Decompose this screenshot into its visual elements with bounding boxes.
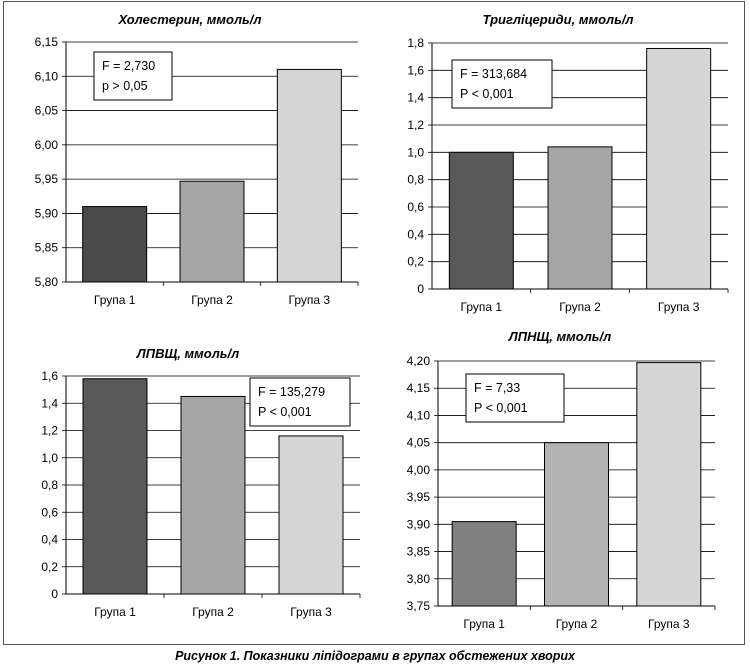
bar-3	[636, 362, 702, 607]
chart-title: Тригліцериди, ммоль/л	[482, 12, 633, 27]
bar-1	[82, 378, 148, 595]
y-tick-label: 6,05	[35, 104, 59, 118]
y-tick-label: 5,85	[35, 241, 59, 255]
bar-1	[451, 521, 517, 607]
bar-2	[544, 442, 609, 607]
bar-2	[547, 146, 613, 290]
y-tick-label: 0,4	[407, 227, 424, 241]
category-label: Група 1	[461, 300, 503, 314]
y-tick-label: 0	[417, 282, 424, 296]
y-tick-label: 3,75	[407, 599, 431, 613]
y-tick-label: 1,4	[407, 91, 424, 105]
bar-3	[278, 435, 344, 595]
bar-1	[82, 206, 148, 283]
chart-2: Тригліцериди, ммоль/л 0 0,2 0,4 0,6 0,8 1,0 1,2…	[407, 12, 729, 314]
y-tick-label: 0,6	[41, 505, 58, 519]
y-tick-label: 0	[51, 587, 58, 601]
stats-box	[93, 51, 173, 101]
figure-caption: Рисунок 1. Показники ліпідограми в група…	[175, 649, 575, 663]
y-tick-label: 1,6	[407, 63, 424, 77]
y-tick-label: 4,10	[407, 408, 431, 422]
chart-4: ЛПНЩ, ммоль/л 3,75 3,80 3,85 3,90 3,95 4,00 4,0…	[407, 329, 716, 631]
y-tick-label: 1,0	[407, 145, 424, 159]
y-tick-label: 4,20	[407, 354, 431, 368]
y-tick-label: 6,00	[35, 138, 59, 152]
stats-line: F = 2,730	[102, 59, 155, 73]
category-label: Група 3	[658, 300, 700, 314]
y-tick-label: 5,80	[35, 275, 59, 289]
chart-title: ЛПНЩ, ммоль/л	[508, 329, 611, 344]
bar-2	[180, 395, 246, 595]
category-label: Група 2	[192, 605, 234, 619]
chart-1: Холестерин, ммоль/л 5,80 5,85 5,90 5,95 6,00 6…	[35, 12, 359, 307]
y-tick-label: 1,6	[41, 369, 58, 383]
y-tick-label: 3,95	[407, 490, 431, 504]
stats-box	[451, 59, 553, 109]
category-label: Група 2	[191, 293, 233, 307]
y-tick-label: 1,8	[407, 36, 424, 50]
category-label: Група 3	[290, 605, 332, 619]
y-tick-label: 0,2	[41, 560, 58, 574]
y-tick-label: 1,2	[41, 424, 58, 438]
y-tick-label: 4,05	[407, 436, 431, 450]
stats-line: p > 0,05	[102, 79, 148, 93]
y-tick-label: 4,15	[407, 381, 431, 395]
category-label: Група 2	[559, 300, 601, 314]
category-label: Група 1	[94, 605, 136, 619]
y-tick-label: 0,4	[41, 533, 58, 547]
y-tick-label: 3,90	[407, 517, 431, 531]
y-tick-label: 1,0	[41, 451, 58, 465]
bar-2	[179, 180, 245, 283]
figure-frame	[3, 1, 745, 645]
category-label: Група 3	[648, 617, 690, 631]
stats-line: P < 0,001	[474, 401, 528, 415]
y-tick-label: 5,95	[35, 172, 59, 186]
stats-box	[249, 377, 351, 427]
chart-title: ЛПВЩ, ммоль/л	[136, 346, 239, 361]
y-tick-label: 4,00	[407, 463, 431, 477]
y-tick-label: 0,2	[407, 255, 424, 269]
chart-title: Холестерин, ммоль/л	[118, 12, 262, 27]
category-label: Група 1	[94, 293, 136, 307]
y-tick-label: 0,8	[407, 173, 424, 187]
stats-line: P < 0,001	[460, 87, 514, 101]
chart-3: ЛПВЩ, ммоль/л 0 0,2 0,4 0,6 0,8 1,0 1,2 1,4 1,6 Гр…	[41, 346, 361, 619]
category-label: Група 2	[556, 617, 598, 631]
charts-canvas: Холестерин, ммоль/л 5,80 5,85 5,90 5,95 6,00 6…	[35, 12, 729, 631]
y-tick-label: 0,8	[41, 478, 58, 492]
y-tick-label: 1,2	[407, 118, 424, 132]
y-tick-label: 3,85	[407, 545, 431, 559]
stats-line: F = 313,684	[460, 67, 527, 81]
y-tick-label: 1,4	[41, 396, 58, 410]
bar-1	[448, 151, 514, 290]
bar-3	[646, 47, 712, 290]
y-tick-label: 3,80	[407, 572, 431, 586]
category-label: Група 3	[289, 293, 331, 307]
y-tick-label: 5,90	[35, 206, 59, 220]
stats-line: P < 0,001	[258, 405, 312, 419]
bar-3	[276, 68, 342, 283]
stats-line: F = 7,33	[474, 381, 520, 395]
y-tick-label: 0,6	[407, 200, 424, 214]
category-label: Група 1	[463, 617, 505, 631]
stats-line: F = 135,279	[258, 385, 325, 399]
y-tick-label: 6,10	[35, 69, 59, 83]
y-tick-label: 6,15	[35, 35, 59, 49]
stats-box	[465, 373, 565, 423]
